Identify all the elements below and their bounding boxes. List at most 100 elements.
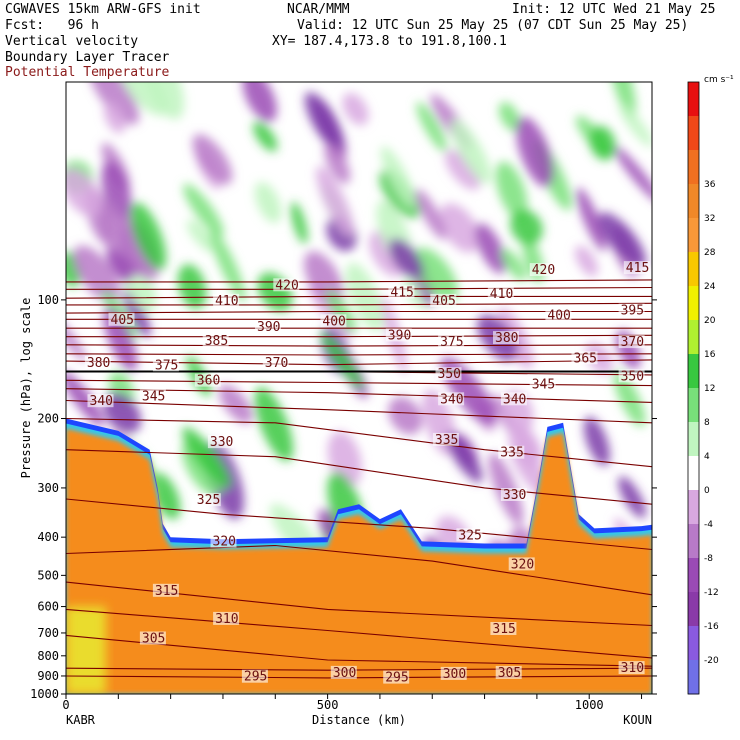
theta-contour-380 [66,344,652,347]
theta-label: 315 [492,622,515,637]
theta-label: 340 [440,392,463,407]
colorbar-swatch [688,82,699,117]
y-tick-label: 100 [37,293,59,307]
header-valid-time: Valid: 12 UTC Sun 25 May 25 (07 CDT Sun … [297,18,689,33]
colorbar-swatch [688,116,699,151]
y-tick-label: 400 [37,530,59,544]
theta-label-bg [152,358,179,372]
theta-contour-300 [66,667,652,671]
theta-label-bg [618,303,645,317]
colorbar-level-label: 36 [704,180,716,190]
theta-label-bg [273,278,300,292]
header-field-bl-tracer: Boundary Layer Tracer [5,50,170,65]
theta-label: 295 [385,671,408,686]
theta-label-bg [202,333,229,347]
colorbar-swatch [688,388,699,423]
theta-label: 335 [500,446,523,461]
y-tick-label: 900 [37,669,59,683]
theta-label-bg [438,335,465,349]
theta-contour-320 [66,544,652,596]
theta-contour-340 [66,399,652,424]
colorbar-level-label: 8 [704,418,710,428]
theta-contour-415 [66,286,652,290]
theta-label-bg [498,445,525,459]
colorbar: -20 -16 -12 -8 -4 0 4 8 12 16 20 24 28 32 36 [687,81,719,695]
theta-label: 325 [458,528,481,543]
theta-label-bg [432,432,459,446]
x-tick-label: 1000 [575,698,604,712]
theta-label-bg [529,377,556,391]
theta-label: 310 [621,661,644,676]
theta-label: 375 [155,358,178,373]
theta-contour-400 [66,310,652,314]
header-field-potential-temperature: Potential Temperature [5,65,170,80]
theta-label: 310 [215,612,238,627]
theta-label: 410 [215,294,238,309]
colorbar-swatch [688,184,699,219]
colorbar-level-label: -16 [704,622,719,632]
theta-label: 345 [142,390,165,405]
y-tick-label: 500 [37,568,59,582]
theta-label: 370 [621,335,644,350]
theta-label: 395 [621,304,644,319]
colorbar-swatch [688,592,699,627]
theta-label: 405 [432,294,455,309]
theta-label: 365 [574,351,597,366]
theta-label-bg [618,369,645,383]
colorbar-swatch [688,626,699,661]
theta-label: 340 [90,394,113,409]
colorbar-level-label: 12 [704,384,715,394]
colorbar-level-label: 20 [704,316,716,326]
theta-label-bg [438,392,465,406]
colorbar-level-label: 0 [704,486,710,496]
colorbar-units: cm s⁻¹ [704,75,734,85]
vertical-velocity-field: 295 300 295 300 305 310 305 310 315 315 320 320 325 3… [66,82,652,694]
colorbar-level-label: 24 [704,282,716,292]
colorbar-level-label: -4 [704,520,713,530]
colorbar-swatch [688,286,699,321]
theta-label-bg [500,392,527,406]
theta-contour-310 [66,608,652,659]
theta-label-bg [213,611,240,625]
theta-contour-410 [66,295,652,299]
x-axis-label: Distance (km) [312,713,406,727]
y-tick-label: 600 [37,600,59,614]
y-tick-label: 1000 [30,687,59,701]
theta-label: 400 [547,308,570,323]
colorbar-swatch [688,354,699,389]
header-forecast-hour: Fcst: 96 h [5,18,99,33]
colorbar-swatch [688,252,699,287]
theta-label-bg [383,670,410,684]
theta-label: 350 [621,369,644,384]
colorbar-swatch [688,150,699,185]
theta-label-bg [139,389,166,403]
theta-label: 305 [142,632,165,647]
theta-label: 315 [155,584,178,599]
theta-label-bg [84,356,111,369]
y-tick-label: 200 [37,412,59,426]
theta-label-bg [529,263,556,277]
theta-contour-330 [66,449,652,505]
colorbar-level-label: 16 [704,350,716,360]
x-tick-label: 500 [317,698,339,712]
theta-label: 410 [490,287,513,302]
colorbar-swatch [688,218,699,253]
y-tick-label: 300 [37,481,59,495]
colorbar-level-label: 32 [704,214,715,224]
theta-label: 380 [87,356,110,371]
y-tick-label: 700 [37,626,59,640]
theta-label-bg [87,394,114,408]
header-title-left: CGWAVES 15km ARW-GFS init [5,2,201,17]
theta-label-bg [262,356,289,369]
theta-label-bg [213,293,240,307]
theta-label: 360 [197,374,220,389]
theta-contour-405 [66,302,652,306]
theta-label-bg [108,312,135,326]
colorbar-swatch [688,660,699,695]
theta-label-bg [545,308,572,322]
theta-label-bg [210,534,237,548]
theta-label-bg [493,331,519,345]
theta-label: 380 [495,331,518,346]
theta-contour-375 [66,353,652,356]
